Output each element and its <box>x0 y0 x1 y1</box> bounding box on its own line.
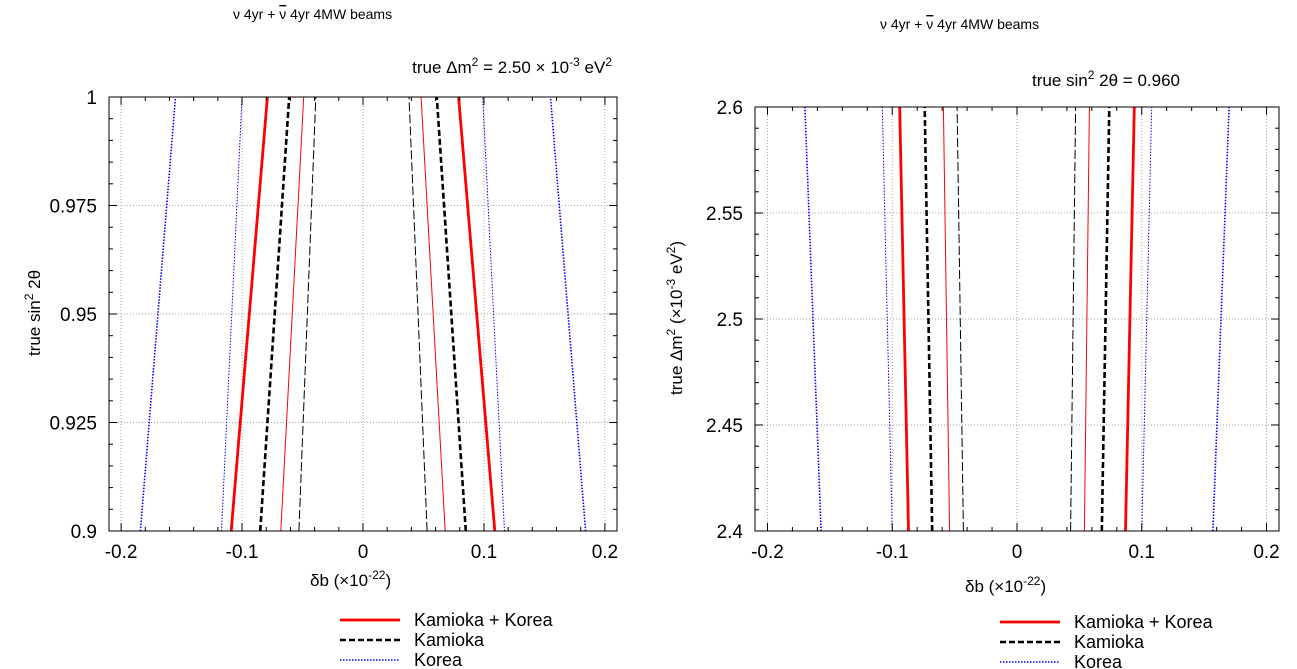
tick-marks <box>109 96 617 532</box>
x-tick-label: -0.2 <box>751 542 784 563</box>
y-axis-label: true Δm2 (×10-3 eV2) <box>664 241 686 395</box>
grid <box>109 96 617 532</box>
tick-marks <box>755 106 1279 532</box>
series-line-kamioka-korea <box>280 96 305 532</box>
series-line-kamioka-korea <box>1083 106 1090 532</box>
y-tick-label: 0.9 <box>71 522 97 543</box>
series-line-kamioka <box>258 96 291 532</box>
legend-label: Korea <box>1074 652 1123 669</box>
series-line-kamioka-korea <box>898 106 910 532</box>
series-line-kamioka <box>298 96 317 532</box>
x-tick-label: -0.2 <box>105 542 138 563</box>
x-tick-label: 0.1 <box>471 542 497 563</box>
series-line-kamioka <box>1070 106 1077 532</box>
legend-label: Kamioka + Korea <box>414 610 554 630</box>
series-line-kamioka-korea <box>229 96 269 532</box>
series-line-korea <box>482 96 505 532</box>
y-tick-label: 0.975 <box>49 197 97 218</box>
x-tick-label: -0.1 <box>876 542 909 563</box>
x-tick-label: 0 <box>358 542 369 563</box>
left-chart: -0.2 -0.1 0 0.1 0.2 0.9 0.925 0.95 0.975 1 ν 4yr +… <box>22 6 618 669</box>
y-tick-label: 0.925 <box>49 414 97 435</box>
x-tick-label: 0.1 <box>1129 542 1155 563</box>
series-line-kamioka-korea <box>942 106 951 532</box>
y-tick-label: 2.6 <box>717 98 743 119</box>
right-chart: -0.2 -0.1 0 0.1 0.2 2.4 2.45 2.5 2.55 2.6 ν 4yr + … <box>664 16 1280 669</box>
series-group <box>139 96 587 532</box>
x-tick-label: -0.1 <box>226 542 259 563</box>
y-axis-label: true sin2 2θ <box>22 270 44 356</box>
x-axis-label: δb (×10-22) <box>310 568 391 590</box>
series-line-kamioka <box>923 106 934 532</box>
legend-label: Kamioka <box>414 630 485 650</box>
legend-label: Kamioka <box>1074 632 1145 652</box>
series-line-kamioka <box>435 96 468 532</box>
y-tick-label: 1 <box>86 88 97 109</box>
y-tick-label: 2.4 <box>717 522 744 543</box>
chart-title: ν 4yr + ν 4yr 4MW beams <box>233 6 392 22</box>
series-line-kamioka-korea <box>420 96 446 532</box>
y-tick-label: 2.55 <box>706 204 743 225</box>
legend-label: Kamioka + Korea <box>1074 612 1214 632</box>
x-axis-label: δb (×10-22) <box>965 574 1046 596</box>
series-line-korea <box>139 96 177 532</box>
y-tick-label: 2.45 <box>706 416 743 437</box>
x-tick-label: 0.2 <box>1253 542 1279 563</box>
chart-subtitle: true Δm2 = 2.50 × 10-3 eV2 <box>412 55 612 77</box>
series-line-kamioka <box>408 96 428 532</box>
series-line-korea <box>1141 106 1153 532</box>
grid <box>755 106 1279 532</box>
chart-title: ν 4yr + ν 4yr 4MW beams <box>880 16 1039 32</box>
chart-subtitle: true sin2 2θ = 0.960 <box>1032 68 1180 90</box>
y-tick-label: 0.95 <box>60 305 97 326</box>
series-group <box>804 106 1230 532</box>
series-line-kamioka-korea <box>457 96 497 532</box>
series-line-kamioka <box>1100 106 1111 532</box>
y-tick-label: 2.5 <box>717 310 743 331</box>
series-line-kamioka-korea <box>1124 106 1136 532</box>
series-line-kamioka <box>956 106 964 532</box>
x-tick-label: 0.2 <box>592 542 618 563</box>
series-line-korea <box>549 96 587 532</box>
x-tick-label: 0 <box>1012 542 1023 563</box>
series-line-korea <box>221 96 243 532</box>
legend-label: Korea <box>414 650 463 669</box>
